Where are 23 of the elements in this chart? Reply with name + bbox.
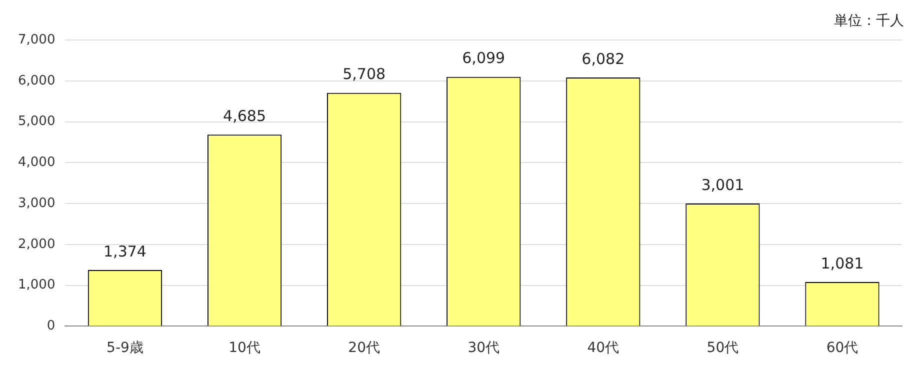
x-tick-label: 5-9歳: [106, 340, 144, 356]
x-tick-label: 50代: [706, 340, 739, 356]
x-tick-label: 60代: [826, 340, 858, 356]
data-label: 3,001: [701, 176, 744, 194]
x-tick-label: 10代: [228, 340, 260, 356]
y-tick-label: 3,000: [18, 196, 56, 211]
x-tick-label: 40代: [587, 340, 620, 356]
y-tick-label: 7,000: [18, 32, 56, 48]
x-tick-label: 20代: [348, 340, 380, 356]
text: 単位：千人: [834, 12, 904, 30]
data-label: 5,708: [342, 65, 386, 84]
y-tick-label: 4,000: [18, 155, 56, 170]
data-label: 6,082: [582, 50, 625, 68]
data-label: 1,081: [820, 254, 864, 272]
data-label: 4,685: [223, 107, 266, 126]
y-tick-label: 2,000: [18, 236, 56, 252]
y-tick-label: 0: [46, 318, 56, 334]
y-tick-label: 1,000: [18, 278, 56, 293]
y-tick-label: 6,000: [18, 73, 56, 88]
data-label: 6,099: [462, 49, 506, 68]
x-tick-label: 30代: [468, 340, 500, 356]
y-tick-label: 5,000: [18, 114, 56, 130]
data-label: 1,374: [104, 242, 146, 260]
